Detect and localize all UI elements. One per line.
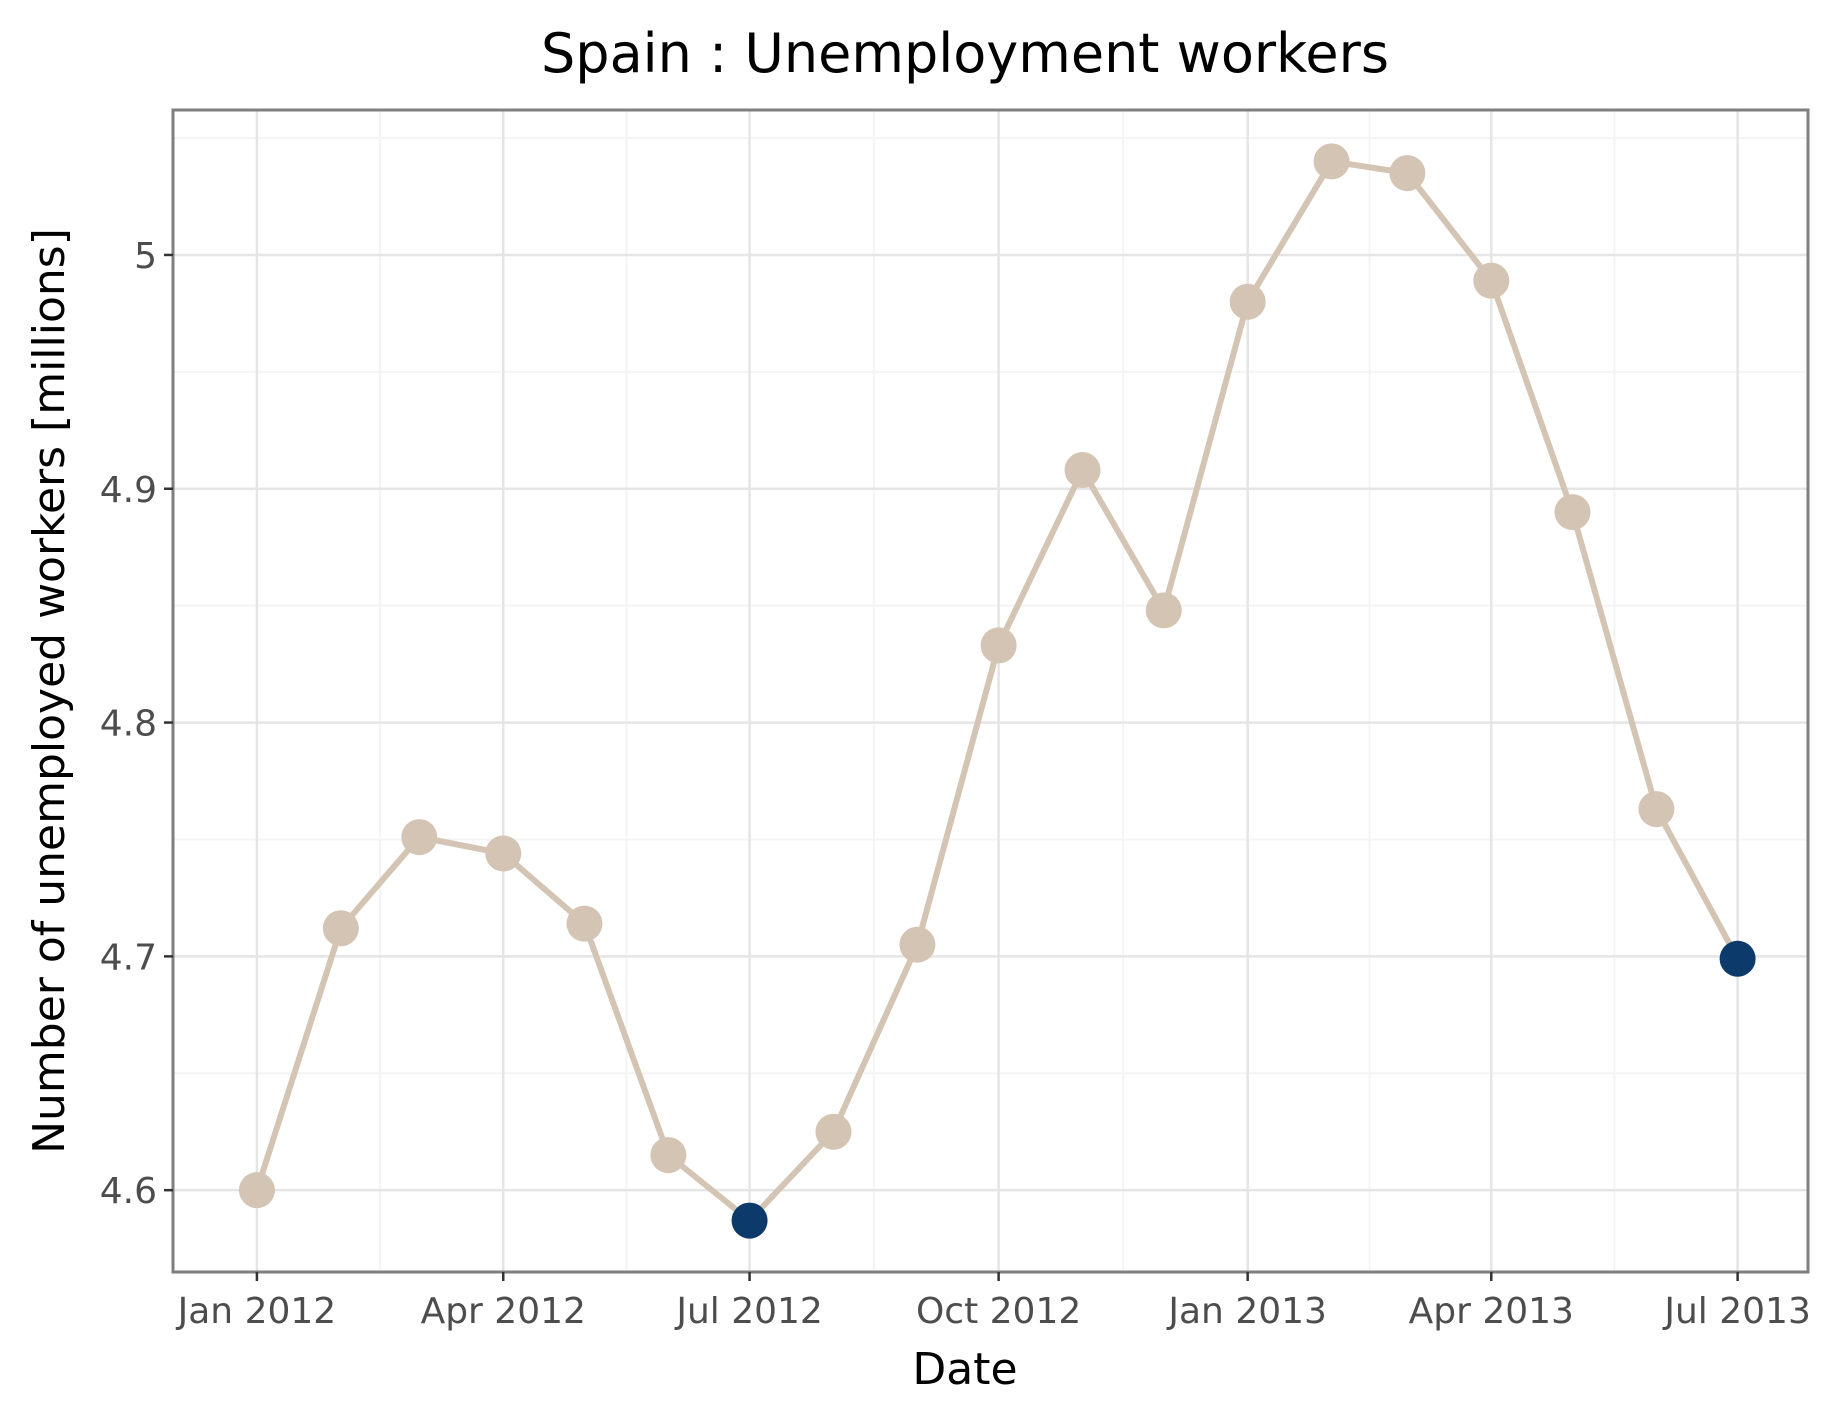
y-axis-ticks: 4.6 4.7 4.8 4.9 5 — [100, 236, 173, 1212]
y-tick-label-4-7: 4.7 — [100, 937, 157, 978]
data-point — [815, 1113, 852, 1150]
y-tick-label-5: 5 — [134, 236, 157, 277]
x-tick-label-apr-2013: Apr 2013 — [1409, 1291, 1574, 1332]
data-point — [485, 835, 522, 872]
data-point — [1638, 791, 1675, 828]
data-point — [1313, 143, 1350, 180]
plot-background — [173, 110, 1808, 1272]
data-point — [1145, 592, 1182, 629]
data-point — [1229, 283, 1266, 320]
data-point — [1554, 494, 1591, 531]
data-point — [322, 910, 359, 947]
data-point — [1389, 155, 1426, 192]
x-tick-label-jan-2013: Jan 2013 — [1166, 1291, 1327, 1332]
plot-frame — [171, 108, 1810, 1274]
data-point — [1064, 452, 1101, 489]
data-point — [980, 627, 1017, 664]
x-axis-ticks: Jan 2012 Apr 2012 Jul 2012 Oct 2012 Jan 2013… — [176, 1272, 1811, 1332]
y-axis-title: Number of unemployed workers [millions] — [24, 228, 75, 1154]
data-point — [566, 905, 603, 942]
x-tick-label-jul-2013: Jul 2013 — [1662, 1291, 1811, 1332]
major-gridlines — [173, 110, 1808, 1272]
data-point — [401, 819, 438, 856]
highlighted-point — [1719, 940, 1756, 977]
x-tick-label-oct-2012: Oct 2012 — [916, 1291, 1081, 1332]
data-point — [1473, 262, 1510, 299]
data-points — [238, 143, 1756, 1239]
x-tick-label-jan-2012: Jan 2012 — [176, 1291, 337, 1332]
y-tick-label-4-6: 4.6 — [100, 1171, 157, 1212]
data-point — [238, 1172, 275, 1209]
data-point — [899, 926, 936, 963]
minor-gridlines — [173, 110, 1808, 1272]
y-tick-label-4-9: 4.9 — [100, 470, 157, 511]
chart-title: Spain : Unemployment workers — [541, 22, 1389, 85]
highlighted-point — [731, 1202, 768, 1239]
data-point — [650, 1137, 687, 1174]
y-tick-label-4-8: 4.8 — [100, 704, 157, 745]
x-axis-title: Date — [912, 1344, 1017, 1395]
x-tick-label-apr-2012: Apr 2012 — [421, 1291, 586, 1332]
x-tick-label-jul-2012: Jul 2012 — [674, 1291, 823, 1332]
